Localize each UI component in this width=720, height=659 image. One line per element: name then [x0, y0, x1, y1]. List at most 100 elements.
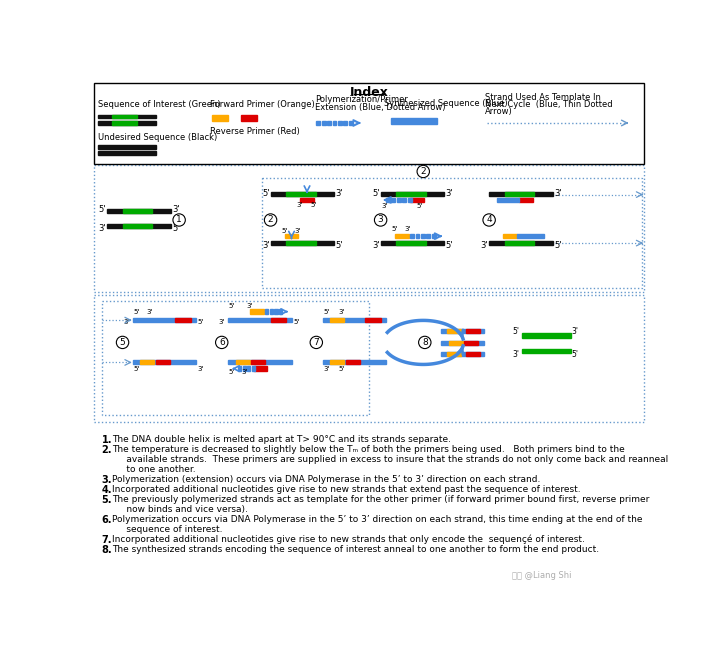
Bar — [489, 241, 553, 244]
Circle shape — [173, 214, 185, 226]
Text: 1.: 1. — [102, 435, 112, 445]
Bar — [386, 198, 390, 202]
Bar — [284, 234, 299, 239]
Bar — [466, 353, 480, 357]
Bar — [517, 234, 544, 239]
Text: 3': 3' — [123, 320, 130, 326]
Bar — [441, 341, 484, 345]
Bar — [212, 115, 228, 121]
Text: 4.: 4. — [102, 485, 112, 495]
Text: Polymerization (extension) occurs via DNA Polymerase in the 5’ to 3’ direction o: Polymerization (extension) occurs via DN… — [112, 475, 540, 484]
Bar — [432, 234, 436, 239]
Bar — [112, 115, 137, 119]
Bar — [349, 121, 353, 125]
Text: 3': 3' — [294, 228, 301, 234]
Text: Strand Used As Template In: Strand Used As Template In — [485, 93, 601, 102]
Text: The temperature is decreased to slightly below the Tₘ of both the primers being : The temperature is decreased to slightly… — [112, 445, 624, 454]
Bar — [270, 309, 273, 314]
Text: Incorporated additional nucleotides give rise to new strands that only encode th: Incorporated additional nucleotides give… — [112, 535, 585, 544]
Text: 3': 3' — [572, 327, 579, 336]
Text: Forward Primer (Orange): Forward Primer (Orange) — [210, 100, 315, 109]
Bar — [271, 241, 334, 244]
Bar — [396, 192, 426, 196]
Text: 3': 3' — [513, 350, 520, 359]
Text: Next Cycle  (Blue, Thin Dotted: Next Cycle (Blue, Thin Dotted — [485, 100, 613, 109]
Bar — [497, 198, 518, 202]
Bar — [248, 366, 251, 371]
Circle shape — [264, 214, 276, 226]
Text: 5': 5' — [446, 241, 454, 250]
Text: The previously polymerized strands act as template for the other primer (if forw: The previously polymerized strands act a… — [112, 495, 649, 504]
Bar — [102, 301, 369, 415]
Bar — [300, 198, 314, 202]
Text: Reverse Primer (Red): Reverse Primer (Red) — [210, 127, 300, 136]
Text: 5': 5' — [323, 309, 330, 316]
Text: 5': 5' — [229, 368, 235, 375]
Text: Incorporated additional nucleotides give rise to new strands that extend past th: Incorporated additional nucleotides give… — [112, 485, 580, 494]
Text: 3': 3' — [262, 241, 270, 250]
Bar — [235, 360, 250, 364]
Bar — [330, 318, 344, 322]
Text: 5': 5' — [229, 303, 235, 309]
Bar — [449, 341, 463, 345]
Circle shape — [310, 336, 323, 349]
Bar — [94, 165, 644, 293]
Bar — [107, 209, 171, 213]
Text: 5': 5' — [572, 350, 579, 359]
Bar — [316, 121, 320, 125]
Text: 3': 3' — [372, 241, 379, 250]
Text: Synthesized Sequence (Blue): Synthesized Sequence (Blue) — [384, 100, 508, 108]
Bar — [391, 117, 437, 124]
Circle shape — [117, 336, 129, 349]
Bar — [381, 192, 444, 196]
Bar — [503, 234, 517, 239]
Text: Sequence of Interest (Green): Sequence of Interest (Green) — [98, 100, 220, 109]
Text: 3': 3' — [481, 241, 488, 250]
Text: Polymerization/Primer: Polymerization/Primer — [315, 96, 408, 104]
Bar — [323, 360, 386, 364]
Bar — [322, 121, 325, 125]
Text: 5': 5' — [336, 241, 343, 250]
Bar — [441, 330, 484, 333]
Text: 3': 3' — [242, 368, 248, 375]
Bar — [333, 121, 336, 125]
Text: 3': 3' — [338, 309, 345, 316]
Bar — [112, 121, 137, 125]
Bar — [262, 178, 642, 288]
Bar — [243, 366, 246, 371]
Text: 3': 3' — [219, 320, 225, 326]
Text: 5': 5' — [338, 366, 345, 372]
Bar — [395, 234, 408, 239]
Text: 5': 5' — [99, 206, 106, 214]
Bar — [98, 152, 156, 156]
Bar — [410, 198, 424, 202]
Text: 2.: 2. — [102, 445, 112, 455]
Text: 3': 3' — [246, 303, 253, 309]
Text: 7.: 7. — [102, 535, 112, 545]
Text: Index: Index — [350, 86, 388, 99]
Bar — [265, 309, 269, 314]
Text: 3': 3' — [99, 224, 107, 233]
Bar — [426, 234, 431, 239]
Circle shape — [215, 336, 228, 349]
Bar — [228, 318, 292, 322]
Bar — [330, 360, 344, 364]
Text: Undesired Sequence (Black): Undesired Sequence (Black) — [98, 133, 217, 142]
Text: 2: 2 — [268, 215, 274, 225]
Text: 5': 5' — [198, 320, 204, 326]
Text: 5': 5' — [133, 309, 140, 316]
Bar — [343, 121, 347, 125]
Bar — [466, 330, 480, 333]
Bar — [122, 224, 152, 228]
Bar — [251, 360, 265, 364]
Text: 5: 5 — [120, 338, 125, 347]
Text: 8.: 8. — [102, 545, 112, 555]
Text: 5': 5' — [282, 228, 288, 234]
Text: 3': 3' — [405, 226, 411, 232]
Text: 3': 3' — [146, 309, 153, 316]
Text: Polymerization occurs via DNA Polymerase in the 5’ to 3’ direction on each stran: Polymerization occurs via DNA Polymerase… — [112, 515, 642, 524]
Bar — [94, 83, 644, 164]
Circle shape — [483, 214, 495, 226]
Bar — [238, 366, 241, 371]
Bar — [122, 209, 152, 213]
